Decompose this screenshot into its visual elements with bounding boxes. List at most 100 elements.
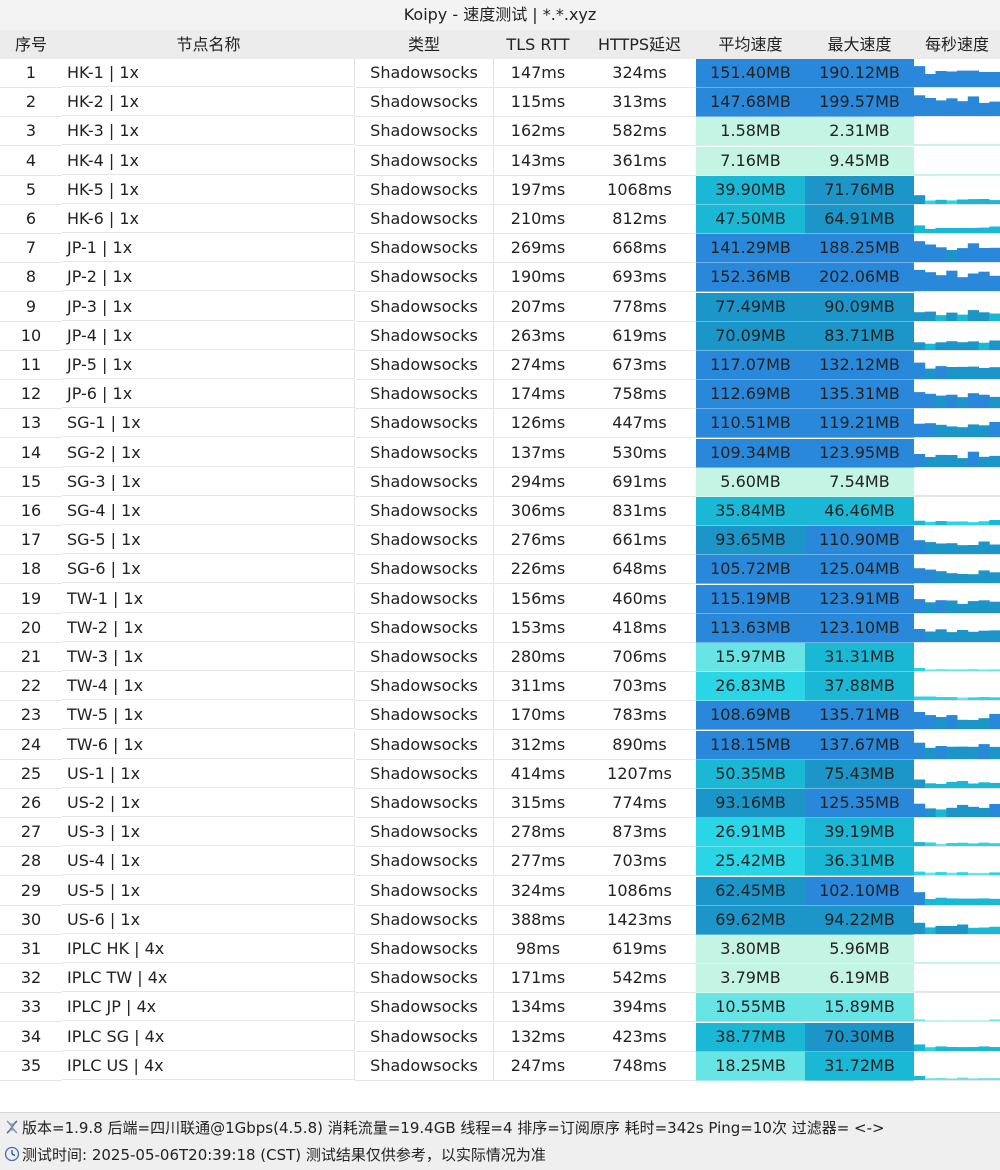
table-row[interactable]: 21 TW-3 | 1x Shadowsocks 280ms 706ms 15.97MB 3…: [0, 643, 1000, 672]
table-row[interactable]: 5 HK-5 | 1x Shadowsocks 197ms 1068ms 39.90MB 7…: [0, 175, 1000, 205]
table-row[interactable]: 34 IPLC SG | 4x Shadowsocks 132ms 423ms 38.77…: [0, 1022, 1000, 1052]
row-avg-speed: 50.35MB: [696, 759, 806, 789]
row-speed-sparkline: [914, 760, 1000, 789]
sparkline-bar: [978, 669, 990, 671]
table-row[interactable]: 31 IPLC HK | 4x Shadowsocks 98ms 619ms 3.80MB…: [0, 935, 1000, 964]
row-speed-sparkline: [914, 701, 1000, 731]
sparkline-bar: [978, 456, 990, 467]
row-tls-rtt: 197ms: [493, 176, 583, 205]
header-node-name[interactable]: 节点名称: [176, 35, 241, 54]
sparkline-bar: [924, 569, 936, 584]
row-https-latency: 1086ms: [583, 876, 697, 906]
table-row[interactable]: 1 HK-1 | 1x Shadowsocks 147ms 324ms 151.40MB 1…: [0, 59, 1000, 88]
table-row[interactable]: 10 JP-4 | 1x Shadowsocks 263ms 619ms 70.09MB 8…: [0, 321, 1000, 351]
sparkline-bar: [989, 782, 1000, 788]
row-type: Shadowsocks: [355, 292, 494, 322]
sparkline-bar: [935, 342, 947, 350]
table-row[interactable]: 12 JP-6 | 1x Shadowsocks 174ms 758ms 112.69MB…: [0, 380, 1000, 410]
row-type: Shadowsocks: [355, 935, 494, 964]
sparkline-bar: [935, 314, 947, 321]
row-tls-rtt: 311ms: [493, 672, 583, 702]
table-row[interactable]: 25 US-1 | 1x Shadowsocks 414ms 1207ms 50.35MB…: [0, 759, 1000, 789]
table-row[interactable]: 9 JP-3 | 1x Shadowsocks 207ms 778ms 77.49MB 90…: [0, 292, 1000, 322]
table-row[interactable]: 23 TW-5 | 1x Shadowsocks 170ms 783ms 108.69MB…: [0, 701, 1000, 731]
sparkline-bar: [914, 779, 926, 788]
row-node-name: JP-4 | 1x: [62, 321, 355, 350]
table-row[interactable]: 2 HK-2 | 1x Shadowsocks 115ms 313ms 147.68MB 1…: [0, 88, 1000, 118]
sparkline-bar: [967, 991, 979, 993]
row-avg-speed: 39.90MB: [696, 175, 806, 205]
table-row[interactable]: 6 HK-6 | 1x Shadowsocks 210ms 812ms 47.50MB 64…: [0, 205, 1000, 234]
sparkline-bar: [946, 991, 958, 993]
sparkline-bar: [924, 927, 936, 934]
footer-info-line: 版本=1.9.8 后端=四川联通@1Gbps(4.5.8) 消耗流量=19.4G…: [4, 1115, 885, 1141]
table-row[interactable]: 22 TW-4 | 1x Shadowsocks 311ms 703ms 26.83MB 3…: [0, 672, 1000, 702]
sparkline-chart: [914, 696, 1000, 701]
header-https-latency[interactable]: HTTPS延迟: [597, 35, 682, 54]
sparkline-bar: [957, 720, 969, 730]
table-row[interactable]: 17 SG-5 | 1x Shadowsocks 276ms 661ms 93.65MB 1…: [0, 526, 1000, 556]
sparkline-bar: [914, 540, 926, 555]
row-index: 11: [0, 351, 62, 380]
sparkline-bar: [978, 521, 990, 525]
row-avg-speed: 115.19MB: [696, 584, 806, 614]
header-per-second-speed[interactable]: 每秒速度: [924, 35, 989, 54]
row-node-name: US-2 | 1x: [62, 789, 355, 817]
sparkline-bar: [989, 144, 1000, 146]
sparkline-bar: [924, 98, 936, 117]
table-row[interactable]: 30 US-6 | 1x Shadowsocks 388ms 1423ms 69.62MB…: [0, 905, 1000, 935]
table-row[interactable]: 20 TW-2 | 1x Shadowsocks 153ms 418ms 113.63MB…: [0, 613, 1000, 643]
row-index: 10: [0, 322, 62, 351]
row-speed-sparkline: [914, 263, 1000, 293]
sparkline-chart: [914, 340, 1000, 350]
table-row[interactable]: 16 SG-4 | 1x Shadowsocks 306ms 831ms 35.84MB 4…: [0, 497, 1000, 526]
sparkline-bar: [957, 457, 969, 467]
table-row[interactable]: 27 US-3 | 1x Shadowsocks 278ms 873ms 26.91MB 3…: [0, 818, 1000, 848]
header-tls-rtt[interactable]: TLS RTT: [506, 35, 570, 54]
row-tls-rtt: 263ms: [493, 322, 583, 351]
row-tls-rtt: 315ms: [493, 789, 583, 818]
sparkline-bar: [978, 1020, 990, 1022]
sparkline-bar: [924, 542, 936, 555]
row-type: Shadowsocks: [355, 789, 494, 818]
table-row[interactable]: 8 JP-2 | 1x Shadowsocks 190ms 693ms 152.36MB 2…: [0, 263, 1000, 293]
sparkline-bar: [914, 173, 926, 175]
table-row[interactable]: 13 SG-1 | 1x Shadowsocks 126ms 447ms 110.51MB…: [0, 409, 1000, 439]
table-row[interactable]: 35 IPLC US | 4x Shadowsocks 247ms 748ms 18.25…: [0, 1051, 1000, 1081]
sparkline-bar: [957, 366, 969, 379]
sparkline-bar: [914, 842, 926, 847]
sparkline-chart: [914, 667, 1000, 671]
sparkline-bar: [957, 173, 969, 175]
sparkline-bar: [935, 1045, 947, 1051]
row-node-name: SG-6 | 1x: [62, 555, 355, 584]
sparkline-bar: [946, 781, 958, 788]
sparkline-bar: [924, 1077, 936, 1080]
table-row[interactable]: 14 SG-2 | 1x Shadowsocks 137ms 530ms 109.34MB…: [0, 438, 1000, 468]
table-row[interactable]: 24 TW-6 | 1x Shadowsocks 312ms 890ms 118.15MB…: [0, 730, 1000, 760]
row-index: 29: [0, 877, 62, 906]
row-speed-sparkline: [914, 935, 1000, 964]
sparkline-bar: [989, 872, 1000, 876]
table-row[interactable]: 7 JP-1 | 1x Shadowsocks 269ms 668ms 141.29MB 1…: [0, 234, 1000, 264]
table-row[interactable]: 4 HK-4 | 1x Shadowsocks 143ms 361ms 7.16MB 9.4…: [0, 146, 1000, 176]
header-max-speed[interactable]: 最大速度: [827, 35, 892, 54]
table-row[interactable]: 29 US-5 | 1x Shadowsocks 324ms 1086ms 62.45MB…: [0, 876, 1000, 906]
table-row[interactable]: 19 TW-1 | 1x Shadowsocks 156ms 460ms 115.19MB…: [0, 584, 1000, 614]
header-index[interactable]: 序号: [14, 35, 47, 54]
table-row[interactable]: 3 HK-3 | 1x Shadowsocks 162ms 582ms 1.58MB 2.3…: [0, 117, 1000, 147]
table-row[interactable]: 15 SG-3 | 1x Shadowsocks 294ms 691ms 5.60MB 7.…: [0, 467, 1000, 497]
table-row[interactable]: 33 IPLC JP | 4x Shadowsocks 134ms 394ms 10.55…: [0, 993, 1000, 1023]
sparkline-bar: [924, 808, 936, 817]
table-row[interactable]: 18 SG-6 | 1x Shadowsocks 226ms 648ms 105.72MB…: [0, 555, 1000, 585]
row-node-name: HK-4 | 1x: [62, 146, 355, 175]
footer-info-text: 版本=1.9.8 后端=四川联通@1Gbps(4.5.8) 消耗流量=19.4G…: [22, 1119, 885, 1137]
header-type[interactable]: 类型: [407, 35, 440, 54]
header-avg-speed[interactable]: 平均速度: [718, 35, 783, 54]
row-tls-rtt: 207ms: [493, 293, 583, 322]
table-row[interactable]: 28 US-4 | 1x Shadowsocks 277ms 703ms 25.42MB 3…: [0, 847, 1000, 877]
table-row[interactable]: 32 IPLC TW | 4x Shadowsocks 171ms 542ms 3.79M…: [0, 964, 1000, 994]
row-speed-sparkline: [914, 322, 1000, 351]
table-row[interactable]: 11 JP-5 | 1x Shadowsocks 274ms 673ms 117.07MB…: [0, 351, 1000, 380]
table-row[interactable]: 26 US-2 | 1x Shadowsocks 315ms 774ms 93.16MB 1…: [0, 789, 1000, 818]
row-https-latency: 673ms: [583, 351, 697, 380]
